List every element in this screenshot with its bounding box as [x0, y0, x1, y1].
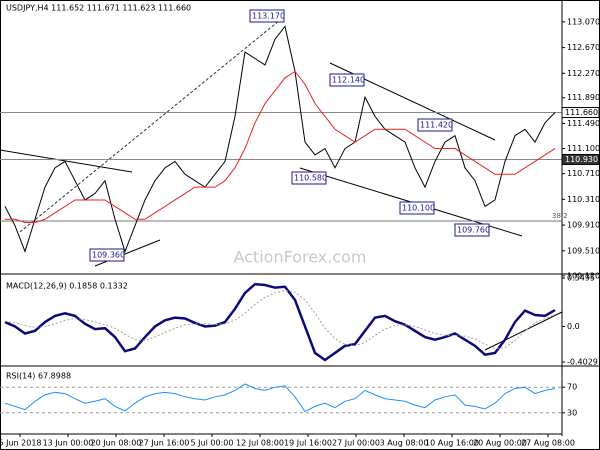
- x-tick-label: 10 Aug 16:00: [425, 439, 479, 448]
- x-tick-label: 12 Jul 08:00: [236, 439, 284, 448]
- trend-line: [0, 149, 133, 173]
- x-tick-label: 5 Jul 00:00: [191, 439, 234, 448]
- y-tick-label: 112.270: [567, 69, 600, 78]
- y-tick-label: 70: [567, 383, 577, 392]
- swing-label: 113.170: [252, 12, 285, 21]
- y-tick-label: 111.100: [567, 144, 600, 153]
- x-tick-label: 20 Aug 00:00: [473, 439, 527, 448]
- y-tick-label: 0.5495: [567, 274, 595, 283]
- y-tick-label: 110.710: [567, 169, 600, 178]
- y-tick-label: 113.070: [567, 17, 600, 26]
- swing-box: [454, 223, 490, 237]
- swing-label: 110.580: [294, 174, 327, 183]
- series-line: [4, 289, 556, 350]
- x-tick-label: 27 Aug 08:00: [521, 439, 575, 448]
- y-tick-label: 109.510: [567, 246, 600, 255]
- y-tick-label: 109.120: [567, 271, 600, 280]
- y-tick-label: 0.0: [567, 322, 580, 331]
- swing-label: 109.760: [457, 226, 490, 235]
- panel-title: MACD(12,26,9) 0.1858 0.1332: [6, 282, 128, 291]
- swing-box: [291, 171, 327, 185]
- y-tick-label: 110.310: [567, 195, 600, 204]
- watermark: ActionForex.com: [233, 248, 366, 267]
- series-line: [4, 282, 556, 362]
- level-box: [561, 153, 600, 165]
- series-line: [4, 383, 556, 413]
- level-box: [561, 107, 600, 119]
- x-tick-label: 20 Jun 08:00: [91, 439, 142, 448]
- y-tick-label: 111.490: [567, 119, 600, 128]
- y-tick-label: 112.670: [567, 43, 600, 52]
- y-tick-label: 109.910: [567, 221, 600, 230]
- swing-box: [417, 118, 453, 132]
- y-tick-label: 111.890: [567, 93, 600, 102]
- swing-box: [329, 73, 365, 87]
- series-line: [4, 25, 556, 253]
- panel-title: USDJPY,H4 111.652 111.671 111.623 111.66…: [6, 4, 191, 13]
- swing-label: 112.140: [332, 76, 365, 85]
- swing-label: 110.100: [402, 204, 435, 213]
- fib-label: 38.2: [552, 212, 568, 220]
- trend-line: [94, 239, 161, 267]
- swing-label: 111.420: [420, 121, 453, 130]
- trend-line: [19, 19, 281, 233]
- trend-line: [484, 311, 563, 351]
- x-tick-label: 27 Jun 16:00: [139, 439, 190, 448]
- x-tick-label: 13 Jun 00:00: [43, 439, 94, 448]
- y-tick-label: 30: [567, 408, 577, 417]
- x-tick-label: 5 Jun 2018: [0, 439, 42, 448]
- y-tick-label: -0.4029: [567, 358, 598, 367]
- swing-box: [89, 248, 125, 262]
- swing-box: [249, 9, 285, 23]
- panel-title: RSI(14) 67.8988: [6, 372, 71, 381]
- swing-box: [399, 201, 435, 215]
- x-tick-label: 3 Aug 08:00: [380, 439, 429, 448]
- x-tick-label: 27 Jul 00:00: [332, 439, 380, 448]
- level-label: 110.930: [565, 155, 598, 164]
- swing-label: 109.360: [92, 251, 125, 260]
- level-label: 111.660: [565, 108, 598, 117]
- x-tick-label: 19 Jul 16:00: [284, 439, 332, 448]
- series-line: [5, 70, 556, 223]
